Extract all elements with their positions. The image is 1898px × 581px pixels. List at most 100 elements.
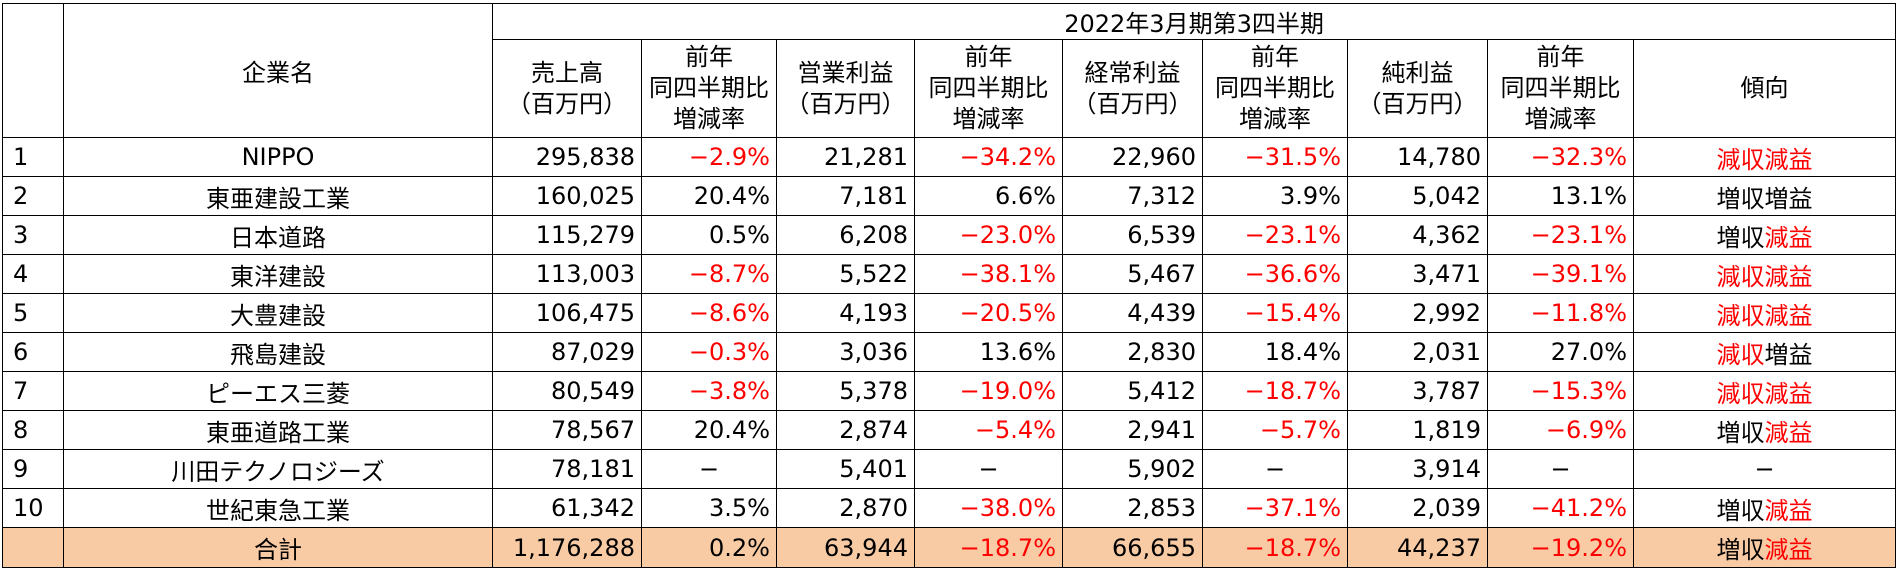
header-line: 営業利益: [797, 58, 894, 87]
net-change-cell: −11.8%: [1487, 293, 1634, 333]
trend-revenue: 増収: [1716, 496, 1765, 525]
operating-change-cell: −: [914, 449, 1063, 489]
trend-profit: 減益: [1764, 145, 1813, 174]
table-row: 1 NIPPO 295,838 −2.9% 21,281 −34.2% 22,960 −31.…: [2, 137, 1897, 177]
ordinary-profit-cell: 66,655: [1062, 527, 1203, 568]
sales-cell: 61,342: [492, 488, 642, 528]
net-change-cell: 27.0%: [1487, 332, 1634, 372]
ordinary-change-cell: −15.4%: [1202, 293, 1348, 333]
trend-revenue: 増収: [1716, 223, 1765, 252]
operating-change-header: 前年 同四半期比 増減率: [914, 39, 1063, 138]
rank-cell: 1: [2, 137, 64, 177]
trend-cell: 増収増益: [1632, 176, 1897, 216]
header-line: 経常利益: [1084, 58, 1181, 87]
header-line: 増減率: [952, 105, 1025, 133]
trend-revenue: 減収: [1716, 379, 1765, 408]
sales-change-cell: −3.8%: [641, 371, 777, 411]
ordinary-profit-cell: 6,539: [1062, 215, 1203, 255]
period-header: 2022年3月期第3四半期: [491, 3, 1897, 40]
operating-change-cell: −23.0%: [914, 215, 1063, 255]
sales-change-cell: 20.4%: [641, 176, 777, 216]
header-line: 同四半期比: [1215, 74, 1335, 102]
trend-revenue: 減収: [1716, 301, 1765, 330]
net-change-cell: −41.2%: [1487, 488, 1634, 528]
table-row: 9 川田テクノロジーズ 78,181−5,401−5,902−3,914− −: [2, 449, 1897, 489]
header-line: 同四半期比: [1500, 74, 1621, 102]
company-name-cell: NIPPO: [63, 137, 493, 177]
company-name-cell: 飛島建設: [63, 332, 493, 372]
trend-revenue: 増収: [1716, 184, 1765, 213]
ordinary-change-cell: −23.1%: [1202, 215, 1348, 255]
ordinary-profit-cell: 7,312: [1062, 176, 1203, 216]
operating-profit-header: 営業利益 （百万円）: [776, 39, 915, 138]
net-change-cell: −6.9%: [1487, 410, 1634, 450]
operating-profit-cell: 5,378: [776, 371, 915, 411]
rank-cell: 9: [2, 449, 64, 489]
ordinary-profit-cell: 5,467: [1062, 254, 1203, 294]
table-row: 5 大豊建設 106,475 −8.6% 4,193 −20.5% 4,439 −15.4% 2…: [2, 293, 1897, 333]
ordinary-change-header: 前年 同四半期比 増減率: [1202, 39, 1348, 138]
trend-profit: 増益: [1764, 184, 1813, 213]
net-profit-cell: 3,914: [1347, 449, 1488, 489]
sales-change-cell: −0.3%: [641, 332, 777, 372]
trend-profit: 増益: [1764, 340, 1813, 369]
sales-change-cell: 20.4%: [641, 410, 777, 450]
table-row: 4 東洋建設 113,003 −8.7% 5,522 −38.1% 5,467 −36.6% 3…: [2, 254, 1897, 294]
ordinary-profit-cell: 22,960: [1062, 137, 1203, 177]
rank-cell: [2, 527, 64, 568]
sales-change-cell: 3.5%: [641, 488, 777, 528]
trend-revenue: 減収: [1716, 340, 1765, 369]
ordinary-change-cell: −37.1%: [1202, 488, 1348, 528]
sales-cell: 295,838: [492, 137, 642, 177]
rank-cell: 6: [2, 332, 64, 372]
table-row: 10 世紀東急工業 61,342 3.5% 2,870 −38.0% 2,853 −37.1%…: [2, 488, 1897, 528]
trend-cell: 減収増益: [1632, 332, 1897, 372]
trend-cell: 減収減益: [1632, 254, 1897, 294]
net-profit-header: 純利益 （百万円）: [1347, 39, 1488, 138]
operating-change-cell: 6.6%: [914, 176, 1063, 216]
sales-cell: 80,549: [492, 371, 642, 411]
trend-cell: 増収減益: [1632, 488, 1897, 528]
trend-revenue: 増収: [1716, 418, 1765, 447]
header-line: 傾向: [1740, 74, 1789, 102]
net-change-cell: −39.1%: [1487, 254, 1634, 294]
operating-profit-cell: 4,193: [776, 293, 915, 333]
sales-change-cell: 0.5%: [641, 215, 777, 255]
ordinary-change-cell: −36.6%: [1202, 254, 1348, 294]
trend-cell: 減収減益: [1632, 371, 1897, 411]
sales-header: 売上高 （百万円）: [492, 39, 642, 138]
company-header: 企業名: [63, 3, 493, 138]
operating-profit-cell: 3,036: [776, 332, 915, 372]
operating-change-cell: −5.4%: [914, 410, 1063, 450]
net-profit-cell: 1,819: [1347, 410, 1488, 450]
ordinary-change-cell: 3.9%: [1202, 176, 1348, 216]
company-name-cell: 東洋建設: [63, 254, 493, 294]
header-line: 純利益: [1381, 58, 1454, 87]
operating-profit-cell: 63,944: [776, 527, 915, 568]
operating-profit-cell: 7,181: [776, 176, 915, 216]
table-row: 7 ピーエス三菱 80,549 −3.8% 5,378 −19.0% 5,412 −18.7%…: [2, 371, 1897, 411]
trend-revenue: 減収: [1716, 262, 1765, 291]
company-name-cell: 東亜道路工業: [63, 410, 493, 450]
net-profit-cell: 3,471: [1347, 254, 1488, 294]
net-change-cell: −: [1487, 449, 1634, 489]
trend-revenue: 増収: [1716, 536, 1765, 564]
trend-profit: 減益: [1764, 301, 1813, 330]
trend-cell: −: [1632, 449, 1897, 489]
operating-profit-cell: 6,208: [776, 215, 915, 255]
table-row: 6 飛島建設 87,029 −0.3% 3,036 13.6% 2,830 18.4% 2,03…: [2, 332, 1897, 372]
trend-profit: 減益: [1764, 536, 1813, 564]
header-line: （百万円）: [785, 89, 906, 118]
company-name-cell: 川田テクノロジーズ: [63, 449, 493, 489]
ordinary-change-cell: −18.7%: [1202, 527, 1348, 568]
ordinary-profit-header: 経常利益 （百万円）: [1062, 39, 1203, 138]
operating-change-cell: −20.5%: [914, 293, 1063, 333]
company-name-cell: 世紀東急工業: [63, 488, 493, 528]
ordinary-profit-cell: 2,830: [1062, 332, 1203, 372]
company-name-cell: ピーエス三菱: [63, 371, 493, 411]
sales-cell: 115,279: [492, 215, 642, 255]
header-line: （百万円）: [1072, 89, 1193, 118]
rank-header: [2, 3, 64, 138]
trend-revenue: 減収: [1716, 145, 1765, 174]
trend-profit: 減益: [1764, 418, 1813, 447]
